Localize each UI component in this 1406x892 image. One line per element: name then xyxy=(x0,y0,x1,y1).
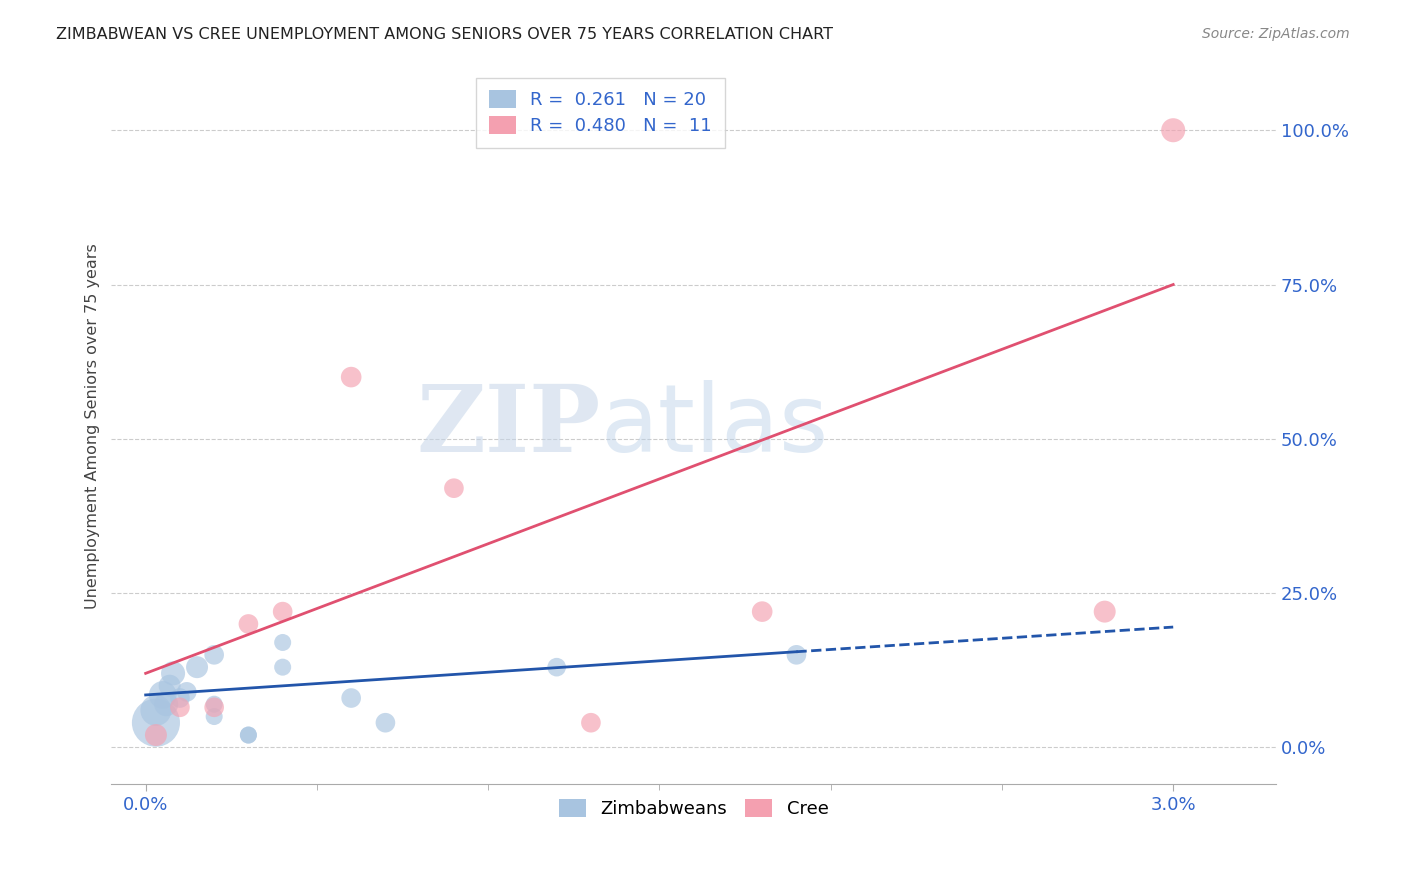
Text: ZIMBABWEAN VS CREE UNEMPLOYMENT AMONG SENIORS OVER 75 YEARS CORRELATION CHART: ZIMBABWEAN VS CREE UNEMPLOYMENT AMONG SE… xyxy=(56,27,834,42)
Point xyxy=(202,648,225,662)
Point xyxy=(751,605,773,619)
Point xyxy=(186,660,208,674)
Point xyxy=(145,715,167,730)
Text: atlas: atlas xyxy=(600,381,828,473)
Point xyxy=(202,697,225,711)
Text: Source: ZipAtlas.com: Source: ZipAtlas.com xyxy=(1202,27,1350,41)
Point xyxy=(1161,123,1184,137)
Point xyxy=(152,688,174,702)
Point xyxy=(443,481,465,495)
Point xyxy=(155,697,177,711)
Text: ZIP: ZIP xyxy=(416,382,600,472)
Point xyxy=(145,728,167,742)
Point xyxy=(1094,605,1116,619)
Point xyxy=(169,700,191,714)
Point xyxy=(238,728,260,742)
Point xyxy=(579,715,602,730)
Point xyxy=(238,728,260,742)
Point xyxy=(546,660,568,674)
Point xyxy=(202,709,225,723)
Point xyxy=(202,700,225,714)
Point xyxy=(340,370,363,384)
Point xyxy=(162,666,184,681)
Point xyxy=(785,648,807,662)
Point xyxy=(176,685,198,699)
Legend: Zimbabweans, Cree: Zimbabweans, Cree xyxy=(551,792,835,825)
Point xyxy=(145,703,167,717)
Y-axis label: Unemployment Among Seniors over 75 years: Unemployment Among Seniors over 75 years xyxy=(86,244,100,609)
Point xyxy=(159,679,181,693)
Point xyxy=(271,635,294,649)
Point xyxy=(340,691,363,706)
Point xyxy=(271,660,294,674)
Point xyxy=(169,691,191,706)
Point xyxy=(271,605,294,619)
Point xyxy=(374,715,396,730)
Point xyxy=(238,617,260,632)
